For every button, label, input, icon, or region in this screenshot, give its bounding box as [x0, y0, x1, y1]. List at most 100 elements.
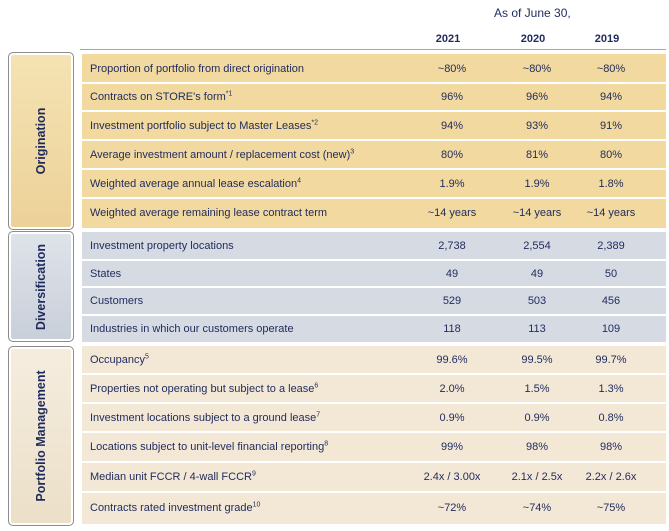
value-2021: 49 [445, 267, 459, 280]
row-label: Contracts rated investment grade [90, 502, 253, 514]
row-label: Customers [90, 295, 144, 307]
value-2020: 1.5% [524, 382, 550, 395]
value-2020: 113 [528, 322, 546, 335]
value-2020: 2.1x / 2.5x [511, 471, 563, 483]
table-row: Investment portfolio subject to Master L… [82, 111, 666, 140]
value-2021: ~72% [437, 502, 467, 514]
origination-title: Origination [34, 107, 48, 175]
value-2019: 0.8% [598, 411, 624, 424]
table-row: Weighted average annual lease escalation… [82, 169, 666, 198]
value-2021: 1.9% [439, 177, 465, 190]
as-of-header: As of June 30, [494, 6, 571, 20]
table-row: Contracts rated investment grade10 ~72% … [82, 492, 666, 524]
row-label: Proportion of portfolio from direct orig… [90, 62, 304, 75]
row-label: Investment portfolio subject to Master L… [90, 119, 312, 132]
footnote-marker: 9 [251, 470, 256, 478]
row-label: Contracts on STORE's form [90, 91, 226, 103]
value-2021: 99.6% [436, 354, 468, 366]
value-2020: ~74% [522, 502, 552, 514]
value-2019: ~14 years [586, 207, 636, 219]
row-label: Occupancy [90, 354, 146, 366]
row-label: Weighted average remaining lease contrac… [90, 207, 328, 219]
row-divider [82, 110, 666, 112]
footnote-marker: 10 [252, 501, 261, 509]
value-2019: 2.2x / 2.6x [585, 471, 637, 483]
year-header-2019: 2019 [594, 33, 620, 45]
table-row: Weighted average remaining lease contrac… [82, 198, 666, 228]
row-divider [82, 491, 666, 493]
row-label: Investment property locations [90, 240, 234, 252]
value-2019: 2,389 [597, 240, 625, 252]
year-header-2021: 2021 [435, 33, 461, 45]
value-2021: ~14 years [427, 207, 477, 219]
diversification-title: Diversification [34, 243, 48, 330]
value-2019: 109 [601, 322, 621, 335]
table-row: Contracts on STORE's form*1 96% 96% 94% [82, 83, 666, 111]
table-row: Industries in which our customers operat… [82, 315, 666, 342]
diversification-tab: Diversification [8, 231, 74, 342]
value-2019: ~75% [596, 502, 626, 514]
value-2020: 81% [525, 148, 549, 161]
table-row: Occupancy5 99.6% 99.5% 99.7% [82, 346, 666, 374]
footnote-marker: 7 [316, 410, 321, 418]
row-divider [82, 431, 666, 433]
value-2021: 118 [443, 322, 461, 335]
row-divider [82, 139, 666, 141]
value-2021: 80% [440, 148, 464, 161]
value-2021: 2,738 [438, 240, 466, 252]
footnote-marker: 8 [324, 440, 329, 448]
row-divider [82, 82, 666, 84]
table-row: Locations subject to unit-level financia… [82, 432, 666, 462]
table-row: Investment property locations 2,738 2,55… [82, 232, 666, 260]
value-2020: 1.9% [524, 177, 550, 190]
value-2021: 99% [440, 441, 464, 453]
row-label: Investment locations subject to a ground… [90, 411, 317, 424]
footnote-marker: *1 [225, 90, 233, 98]
footnote-marker: 6 [314, 381, 319, 389]
value-2020: 96% [525, 91, 549, 103]
value-2019: 99.7% [595, 354, 627, 366]
value-2020: ~14 years [512, 207, 562, 219]
row-label: Industries in which our customers operat… [90, 322, 294, 335]
value-2021: 0.9% [439, 411, 465, 424]
row-divider [82, 286, 666, 288]
table-row: Proportion of portfolio from direct orig… [82, 54, 666, 83]
value-2019: 98% [599, 441, 623, 453]
year-header-2020: 2020 [520, 33, 546, 45]
row-label: Median unit FCCR / 4-wall FCCR [90, 471, 252, 483]
value-2020: 2,554 [523, 240, 551, 252]
value-2019: 1.3% [598, 382, 624, 395]
value-2020: 0.9% [524, 411, 550, 424]
table-row: Customers 529 503 456 [82, 287, 666, 315]
row-label: Locations subject to unit-level financia… [90, 441, 325, 453]
row-divider [82, 259, 666, 261]
value-2019: 50 [604, 267, 618, 280]
table-row: Average investment amount / replacement … [82, 140, 666, 169]
portfolio-management-title: Portfolio Management [34, 370, 48, 502]
value-2021: 2.4x / 3.00x [423, 471, 481, 483]
value-2019: ~80% [596, 62, 626, 75]
table-row: Properties not operating but subject to … [82, 374, 666, 403]
value-2021: 96% [440, 91, 464, 103]
table-row: States 49 49 50 [82, 260, 666, 287]
row-label: Average investment amount / replacement … [90, 148, 351, 161]
value-2020: 503 [527, 295, 547, 307]
value-2019: 94% [599, 91, 623, 103]
footnote-marker: 4 [297, 176, 302, 184]
value-2019: 456 [601, 295, 621, 307]
portfolio-management-tab: Portfolio Management [8, 346, 74, 526]
footnote-marker: 5 [145, 353, 149, 361]
value-2020: 93% [525, 119, 549, 132]
value-2021: 2.0% [439, 382, 465, 395]
value-2021: 94% [440, 119, 464, 132]
origination-tab: Origination [8, 52, 74, 230]
header-divider [80, 49, 666, 50]
value-2021: 529 [442, 295, 462, 307]
row-divider [82, 168, 666, 170]
row-divider [82, 197, 666, 199]
row-label: Weighted average annual lease escalation [90, 177, 298, 190]
row-divider [82, 373, 666, 375]
row-label: States [90, 267, 122, 280]
value-2020: 98% [525, 441, 549, 453]
footnote-marker: *2 [311, 118, 318, 126]
